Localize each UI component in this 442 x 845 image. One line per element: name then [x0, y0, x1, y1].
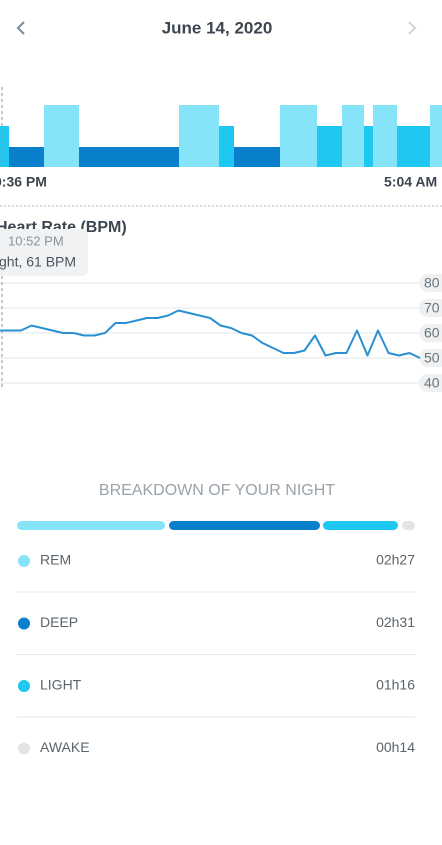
hypnogram: [0, 87, 442, 167]
segment-light: [364, 126, 373, 167]
y-tick-label: 70: [424, 300, 440, 316]
breakdown-bar-segment: [402, 521, 415, 530]
tooltip-detail: ght, 61 BPM: [0, 254, 76, 270]
stage-duration: 00h14: [376, 739, 415, 755]
tick-bg: [419, 324, 442, 342]
stage-name: AWAKE: [40, 739, 90, 755]
breakdown-title: BREAKDOWN OF YOUR NIGHT: [99, 482, 335, 499]
stage-name: LIGHT: [40, 677, 82, 693]
tick-bg: [419, 299, 442, 317]
breakdown-bar-segment: [323, 521, 398, 530]
stage-duration: 02h27: [376, 552, 415, 568]
start-time: 0:36 PM: [0, 174, 47, 190]
stage-dot: [18, 680, 30, 692]
tooltip-time: 10:52 PM: [8, 233, 64, 248]
tooltip: [0, 229, 88, 276]
stage-duration: 01h16: [376, 677, 415, 693]
segment-rem: [430, 105, 442, 167]
stage-dot: [18, 742, 30, 755]
segment-deep: [79, 147, 179, 167]
segment-light: [219, 126, 234, 167]
segment-light: [317, 126, 342, 167]
y-tick-label: 80: [424, 275, 440, 291]
segment-light: [0, 126, 9, 167]
segment-rem: [342, 105, 364, 167]
end-time: 5:04 AM: [384, 174, 437, 190]
next-button[interactable]: [408, 21, 417, 35]
y-tick-label: 50: [424, 350, 440, 366]
date: June 14, 2020: [162, 18, 273, 37]
segment-deep: [9, 147, 44, 167]
tick-bg: [419, 374, 442, 392]
tick-bg: [419, 274, 442, 292]
stage-name: REM: [40, 552, 71, 568]
breakdown-bar-segment: [17, 521, 165, 530]
segment-deep: [234, 147, 280, 167]
segment-rem: [179, 105, 219, 167]
prev-button[interactable]: [16, 21, 25, 35]
breakdown-bar-segment: [169, 521, 320, 530]
segment-rem: [280, 105, 317, 167]
segment-light: [397, 126, 430, 167]
segment-rem: [373, 105, 397, 167]
stage-dot: [18, 617, 30, 630]
heart-rate-line: [0, 309, 421, 359]
stage-duration: 02h31: [376, 614, 415, 630]
stage-dot: [18, 555, 30, 567]
tick-bg: [419, 349, 442, 367]
y-tick-label: 40: [424, 375, 440, 391]
breakdown: REM 02h27 DEEP 02h31 LIGHT 01h16 AWAKE 00h14: [17, 521, 415, 755]
stage-name: DEEP: [40, 614, 78, 630]
y-tick-label: 60: [424, 325, 440, 341]
segment-rem: [44, 105, 79, 167]
heart-rate-chart: 40 50 60 70 80: [0, 274, 442, 392]
